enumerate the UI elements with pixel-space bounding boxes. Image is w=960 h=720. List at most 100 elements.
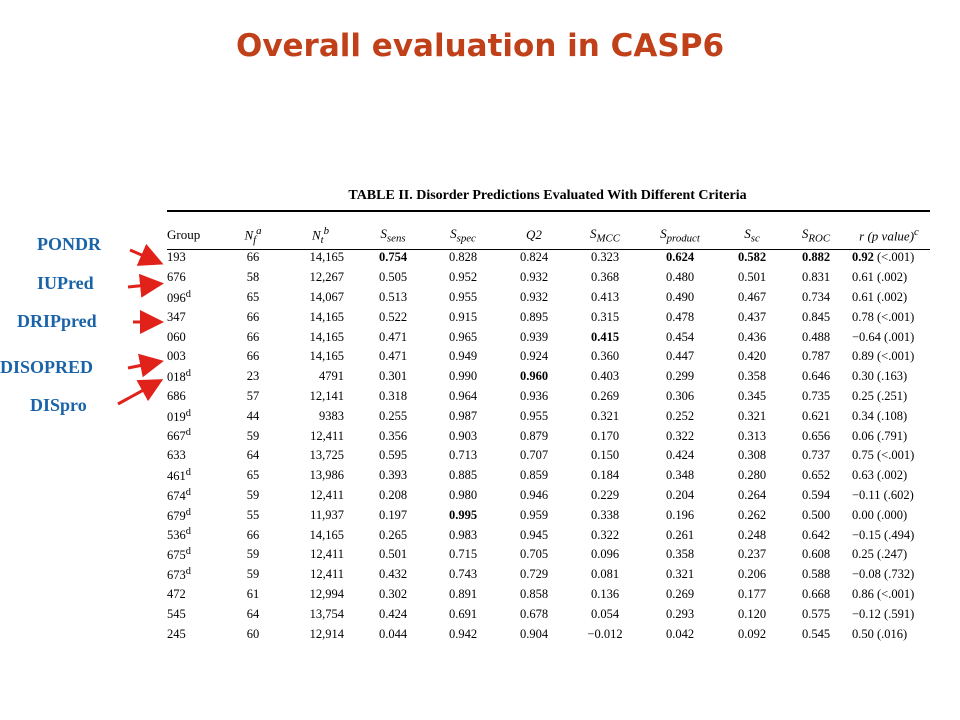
cell-group: 472 <box>167 586 186 601</box>
table-cell: 60 <box>246 626 260 641</box>
table-cell: 0.478 <box>665 309 695 324</box>
table-cell: 0.668 <box>801 586 831 601</box>
table-cell: 0.25 (.247) <box>852 547 908 562</box>
table-cell: 0.891 <box>448 586 478 601</box>
table-cell: 0.06 (.791) <box>852 428 908 443</box>
table-cell: 0.945 <box>519 527 549 542</box>
table-cell: 4791 <box>319 369 344 384</box>
table-cell: 0.437 <box>737 309 767 324</box>
table-row: 060 66 14,165 0.471 0.965 0.939 0.415 0.454 0.43… <box>165 327 930 347</box>
label-pondr: PONDR <box>37 234 101 254</box>
table-cell: 0.313 <box>737 428 767 443</box>
table-cell: 58 <box>246 270 260 285</box>
table-cell: 0.980 <box>448 487 478 502</box>
table-cell: 59 <box>246 487 260 502</box>
table-cell: 0.903 <box>448 428 478 443</box>
table-cell: 0.942 <box>448 626 478 641</box>
table-row: 461d 65 13,986 0.393 0.885 0.859 0.184 0.348 0.2… <box>165 466 930 486</box>
table-cell: 0.754 <box>378 250 408 265</box>
cell-group: 193 <box>167 250 186 265</box>
table-cell: 23 <box>246 369 260 384</box>
table-cell: 0.678 <box>519 606 549 621</box>
label-dispro: DISpro <box>30 395 87 415</box>
table-cell: 0.50 (.016) <box>852 626 908 641</box>
table-cell: 11,937 <box>310 507 344 522</box>
cell-group: 545 <box>167 606 186 621</box>
table-cell: 0.646 <box>801 369 831 384</box>
table-cell: 0.858 <box>519 586 549 601</box>
header-sroc: SROC <box>801 225 831 245</box>
table-cell: −0.11 (.602) <box>852 487 914 502</box>
table-cell: 0.932 <box>519 289 549 304</box>
table-cell: 0.261 <box>665 527 695 542</box>
table-cell: 0.436 <box>737 329 767 344</box>
table-cell: 0.204 <box>665 487 695 502</box>
table-cell: 0.86 (<.001) <box>852 586 915 601</box>
table-cell: 0.345 <box>737 388 767 403</box>
cell-group: 461d <box>167 467 191 484</box>
table-cell: 0.054 <box>590 606 620 621</box>
table-cell: 0.042 <box>665 626 695 641</box>
table-row: 545 64 13,754 0.424 0.691 0.678 0.054 0.293 0.12… <box>165 604 930 624</box>
table-cell: 0.248 <box>737 527 767 542</box>
table-row: 686 57 12,141 0.318 0.964 0.936 0.269 0.306 0.34… <box>165 387 930 407</box>
table-cell: 0.952 <box>448 270 478 285</box>
table-cell: 0.656 <box>801 428 831 443</box>
header-ssens: Ssens <box>380 225 406 245</box>
table-cell: 0.987 <box>448 408 478 423</box>
table-cell: 0.932 <box>519 270 549 285</box>
table-cell: 0.447 <box>665 349 695 364</box>
table-cell: 0.306 <box>665 388 695 403</box>
table-cell: 0.859 <box>519 468 549 483</box>
table-cell: 0.471 <box>378 329 408 344</box>
table-cell: 0.501 <box>378 547 408 562</box>
cell-group: 686 <box>167 388 186 403</box>
table-cell: 0.356 <box>378 428 408 443</box>
table-cell: 0.196 <box>665 507 695 522</box>
table-cell: 0.25 (.251) <box>852 388 908 403</box>
table-cell: 13,725 <box>309 448 344 463</box>
table-cell: 0.301 <box>378 369 408 384</box>
table-cell: 0.208 <box>378 487 408 502</box>
table-cell: 0.338 <box>590 507 620 522</box>
table-cell: 0.322 <box>665 428 695 443</box>
table-cell: −0.64 (.001) <box>852 329 915 344</box>
header-sspec: Sspec <box>450 225 476 245</box>
table-cell: 61 <box>246 586 260 601</box>
table-cell: 0.467 <box>737 289 767 304</box>
table-cell: 66 <box>246 250 260 265</box>
table-cell: 0.78 (<.001) <box>852 309 915 324</box>
table-cell: 44 <box>246 408 260 423</box>
table-cell: 0.315 <box>590 309 620 324</box>
header-ssc: Ssc <box>744 225 760 245</box>
cell-group: 096d <box>167 288 191 306</box>
table-caption: TABLE II. Disorder Predictions Evaluated… <box>348 188 747 203</box>
table-cell: 0.949 <box>448 349 478 364</box>
table-cell: 0.729 <box>519 567 549 582</box>
table-cell: 0.044 <box>378 626 408 641</box>
table-cell: 0.995 <box>448 507 478 522</box>
table-cell: −0.08 (.732) <box>852 567 915 582</box>
table-cell: 0.642 <box>801 527 831 542</box>
cell-group: 673d <box>167 566 191 583</box>
table-cell: 59 <box>246 547 260 562</box>
table-cell: 0.624 <box>665 250 695 265</box>
table-cell: 0.308 <box>737 448 767 463</box>
header-nf: Nfa <box>244 224 262 246</box>
arrow-disopred <box>127 353 164 378</box>
table-cell: −0.15 (.494) <box>852 527 915 542</box>
top-rule <box>167 210 930 212</box>
table-cell: 0.895 <box>519 309 549 324</box>
table-cell: 0.302 <box>378 586 408 601</box>
table-cell: 12,994 <box>309 586 344 601</box>
table-cell: 0.63 (.002) <box>852 468 908 483</box>
table-cell: 0.964 <box>448 388 478 403</box>
table-cell: 0.904 <box>519 626 549 641</box>
table-cell: 0.831 <box>801 270 831 285</box>
slide-title: Overall evaluation in CASP6 <box>235 28 725 64</box>
table-cell: 13,754 <box>309 606 344 621</box>
table-cell: 0.265 <box>378 527 408 542</box>
table-cell: 0.420 <box>737 349 767 364</box>
table-cell: 64 <box>246 606 260 621</box>
